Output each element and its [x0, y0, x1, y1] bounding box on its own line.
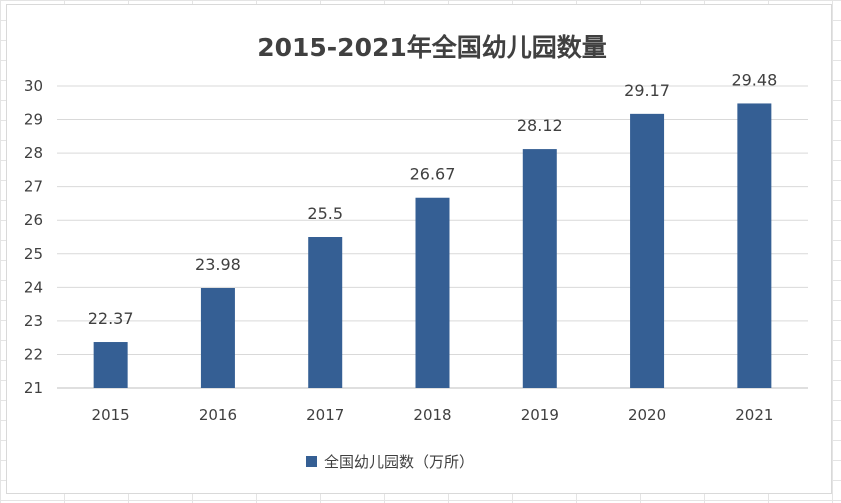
x-tick-label: 2017 [306, 406, 344, 424]
legend-label: 全国幼儿园数（万所） [324, 453, 474, 471]
data-label: 29.17 [624, 81, 670, 100]
x-tick-label: 2015 [92, 406, 130, 424]
bar[interactable] [308, 237, 343, 388]
x-tick-label: 2021 [735, 406, 773, 424]
y-tick-label: 21 [24, 379, 43, 397]
bar[interactable] [630, 113, 665, 389]
data-label: 28.12 [517, 116, 563, 135]
x-tick-label: 2018 [413, 406, 451, 424]
data-labels: 22.37 23.98 25.5 26.67 28.12 29.17 29.48 [88, 70, 778, 328]
data-label: 22.37 [88, 309, 134, 328]
y-tick-label: 26 [24, 211, 43, 229]
y-tick-label: 25 [24, 245, 43, 263]
y-tick-label: 23 [24, 312, 43, 330]
bar[interactable] [522, 149, 557, 388]
y-tick-label: 22 [24, 345, 43, 363]
bar[interactable] [415, 197, 450, 388]
y-tick-label: 27 [24, 178, 43, 196]
legend-swatch [306, 456, 317, 467]
legend: 全国幼儿园数（万所） [306, 453, 474, 471]
bar[interactable] [93, 342, 128, 388]
data-label: 26.67 [410, 165, 456, 184]
bars [93, 103, 772, 389]
y-tick-label: 28 [24, 144, 43, 162]
y-tick-label: 30 [24, 77, 43, 95]
chart-title: 2015-2021年全国幼儿园数量 [257, 33, 607, 62]
x-axis: 2015 2016 2017 2018 2019 2020 2021 [92, 406, 774, 424]
y-tick-label: 24 [24, 278, 43, 296]
data-label: 29.48 [731, 70, 777, 89]
bar[interactable] [200, 288, 235, 388]
x-tick-label: 2020 [628, 406, 666, 424]
y-tick-label: 29 [24, 111, 43, 129]
x-tick-label: 2016 [199, 406, 237, 424]
bar[interactable] [737, 103, 772, 389]
x-tick-label: 2019 [521, 406, 559, 424]
data-label: 25.5 [307, 204, 343, 223]
data-label: 23.98 [195, 255, 241, 274]
y-axis: 21 22 23 24 25 26 27 28 29 30 [24, 77, 43, 397]
